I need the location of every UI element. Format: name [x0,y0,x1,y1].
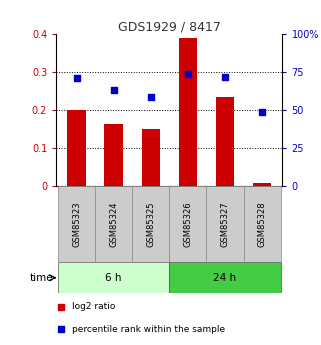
Bar [142,129,160,186]
Bar [132,186,169,262]
Text: GSM85326: GSM85326 [183,201,192,247]
Point [185,71,190,77]
Text: 24 h: 24 h [213,273,237,283]
Text: GSM85325: GSM85325 [146,201,155,247]
Text: GSM85327: GSM85327 [221,201,230,247]
Bar [253,183,271,186]
Bar [104,124,123,186]
Bar [67,110,86,186]
Bar [169,186,206,262]
Text: GSM85328: GSM85328 [257,201,266,247]
Bar [178,38,197,186]
Text: percentile rank within the sample: percentile rank within the sample [72,325,225,334]
Bar [58,186,95,262]
Bar [169,262,281,293]
Point [259,109,265,115]
Point [58,304,63,309]
Point [74,75,79,81]
Text: time: time [29,273,53,283]
Title: GDS1929 / 8417: GDS1929 / 8417 [118,20,221,33]
Point [58,327,63,332]
Text: log2 ratio: log2 ratio [72,302,115,311]
Bar [95,186,132,262]
Bar [244,186,281,262]
Point [222,75,228,80]
Point [148,94,153,100]
Point [111,87,116,92]
Text: GSM85324: GSM85324 [109,201,118,247]
Bar [58,262,169,293]
Text: 6 h: 6 h [105,273,122,283]
Bar [206,186,244,262]
Text: GSM85323: GSM85323 [72,201,81,247]
Bar [216,97,234,186]
